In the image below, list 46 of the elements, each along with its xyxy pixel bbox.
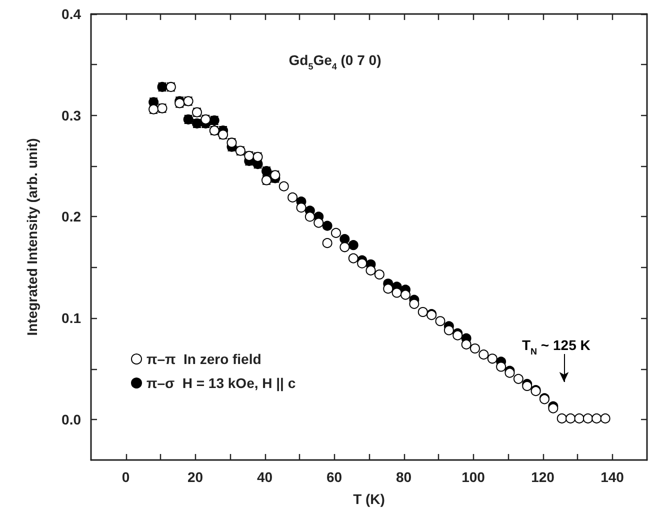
point xyxy=(296,202,306,213)
point xyxy=(435,316,446,326)
x-tick-label: 40 xyxy=(256,469,273,485)
y-tick-label: 0.2 xyxy=(62,208,82,225)
point xyxy=(444,325,454,336)
x-tick-label: 100 xyxy=(462,469,486,485)
x-tick-label: 80 xyxy=(396,469,412,485)
point xyxy=(600,413,610,424)
point xyxy=(487,354,498,364)
point xyxy=(278,181,289,192)
point xyxy=(383,284,394,294)
point xyxy=(513,374,524,384)
x-tick-label: 0 xyxy=(122,469,130,485)
point xyxy=(314,218,324,228)
point xyxy=(366,265,376,276)
point xyxy=(392,288,402,298)
point xyxy=(322,238,332,248)
point xyxy=(357,258,368,268)
y-tick-label: 0.0 xyxy=(62,411,82,428)
x-tick-label: 120 xyxy=(531,469,555,485)
point xyxy=(374,270,384,280)
point xyxy=(409,298,420,309)
point xyxy=(348,253,358,264)
point xyxy=(270,170,280,180)
point xyxy=(322,220,332,231)
point xyxy=(522,381,532,391)
point xyxy=(304,212,315,222)
x-tick-label: 20 xyxy=(187,469,204,485)
legend-label: π–π In zero field xyxy=(146,351,262,367)
point xyxy=(496,362,506,372)
y-tick-label: 0.3 xyxy=(62,107,82,124)
y-tick-label: 0.4 xyxy=(62,6,82,22)
point xyxy=(330,228,341,238)
x-tick-label: 60 xyxy=(326,469,342,485)
point xyxy=(340,234,350,244)
point xyxy=(470,344,480,354)
point xyxy=(400,290,410,300)
y-axis-title: Integrated Intensity (arb. unit) xyxy=(24,138,40,336)
legend-label: π–σ H = 13 kOe, H || c xyxy=(146,375,296,392)
point xyxy=(461,339,472,350)
x-axis-title: T (K) xyxy=(353,491,385,507)
point xyxy=(478,350,489,360)
point xyxy=(288,192,298,202)
point xyxy=(348,240,358,250)
x-tick-label: 140 xyxy=(600,469,624,485)
y-tick-label: 0.1 xyxy=(62,310,82,326)
